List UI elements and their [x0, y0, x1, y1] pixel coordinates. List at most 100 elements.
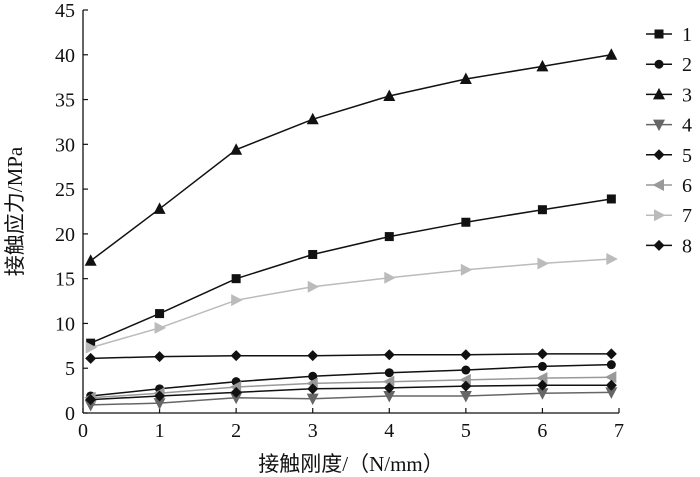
- data-point: [153, 202, 166, 214]
- data-point: [307, 280, 320, 293]
- data-point: [604, 371, 617, 384]
- data-point: [536, 348, 548, 360]
- y-axis-title: 接触应力/MPa: [3, 146, 27, 276]
- series-line: [90, 376, 612, 399]
- x-tick-label: 2: [231, 420, 241, 442]
- y-tick-label: 15: [55, 269, 75, 291]
- data-point: [606, 194, 616, 204]
- series-4: [84, 387, 618, 412]
- data-point: [384, 271, 396, 284]
- x-tick-label: 0: [78, 420, 88, 442]
- data-point: [86, 338, 96, 348]
- data-point: [230, 350, 242, 362]
- data-point: [535, 372, 548, 385]
- legend-marker: [654, 29, 664, 39]
- y-tick-label: 25: [55, 179, 75, 201]
- data-point: [154, 351, 166, 363]
- data-point: [537, 257, 549, 270]
- legend-item: 8: [646, 235, 692, 257]
- data-point: [606, 360, 616, 370]
- legend-item: 3: [646, 84, 692, 106]
- data-point: [307, 383, 319, 395]
- legend-item: 1: [646, 24, 692, 46]
- legend-label: 5: [682, 145, 692, 167]
- data-point: [537, 205, 547, 215]
- data-point: [307, 350, 319, 362]
- data-point: [383, 382, 395, 394]
- data-point: [153, 398, 166, 410]
- data-point: [459, 390, 472, 403]
- data-point: [154, 321, 167, 334]
- data-point: [383, 89, 396, 101]
- data-point: [460, 349, 472, 361]
- legend-label: 1: [682, 24, 692, 46]
- data-point: [154, 390, 166, 402]
- y-tick-label: 30: [55, 134, 75, 156]
- legend-item: 5: [646, 145, 692, 167]
- x-tick-label: 3: [308, 420, 318, 442]
- series-line: [90, 384, 612, 401]
- data-point: [308, 249, 318, 259]
- data-point: [605, 48, 618, 60]
- legend-marker: [652, 179, 664, 191]
- data-point: [230, 392, 243, 405]
- data-point: [461, 365, 471, 375]
- legend-item: 4: [646, 115, 692, 137]
- data-point: [84, 254, 97, 266]
- data-point: [231, 274, 241, 284]
- data-point: [85, 352, 97, 364]
- legend-marker: [654, 209, 666, 222]
- y-tick-label: 35: [55, 90, 75, 112]
- series-6: [84, 371, 617, 404]
- x-axis-title: 接触刚度/（N/mm）: [258, 452, 444, 476]
- legend-marker: [653, 119, 665, 132]
- data-point: [384, 368, 394, 378]
- legend-marker: [653, 239, 665, 251]
- data-point: [308, 371, 318, 381]
- data-point: [230, 386, 242, 398]
- x-tick-label: 1: [155, 420, 165, 442]
- data-point: [155, 309, 165, 319]
- x-tick-label: 7: [614, 420, 624, 442]
- legend-marker: [654, 59, 664, 69]
- data-point: [384, 232, 394, 242]
- data-point: [460, 263, 473, 276]
- data-point: [605, 387, 618, 399]
- legend-item: 2: [646, 54, 692, 76]
- series-line: [90, 258, 612, 349]
- legend-label: 2: [682, 54, 692, 76]
- legend-marker: [653, 87, 665, 100]
- series-1: [86, 194, 616, 348]
- legend-marker: [653, 149, 665, 161]
- legend-label: 4: [682, 115, 692, 137]
- data-point: [606, 252, 618, 265]
- series-line: [90, 198, 612, 344]
- series-5: [85, 348, 617, 364]
- x-tick-label: 6: [537, 420, 547, 442]
- data-point: [306, 112, 319, 125]
- y-tick-label: 20: [55, 224, 75, 246]
- legend-label: 3: [682, 84, 692, 106]
- data-point: [85, 341, 98, 354]
- legend-item: 6: [646, 175, 692, 197]
- series-line: [90, 353, 612, 360]
- series-8: [85, 379, 617, 406]
- data-point: [536, 388, 549, 400]
- data-point: [605, 348, 617, 360]
- x-tick-label: 5: [461, 420, 471, 442]
- series-layer: [84, 48, 618, 412]
- legend-label: 8: [682, 235, 692, 257]
- data-point: [383, 349, 395, 361]
- data-point: [459, 72, 472, 84]
- data-point: [383, 390, 396, 403]
- data-point: [231, 294, 243, 307]
- data-point: [85, 394, 97, 406]
- series-line: [90, 54, 612, 262]
- series-7: [85, 252, 618, 354]
- legend-item: 7: [646, 205, 692, 227]
- y-tick-label: 45: [55, 0, 75, 22]
- y-tick-label: 10: [55, 313, 75, 335]
- data-point: [536, 379, 548, 391]
